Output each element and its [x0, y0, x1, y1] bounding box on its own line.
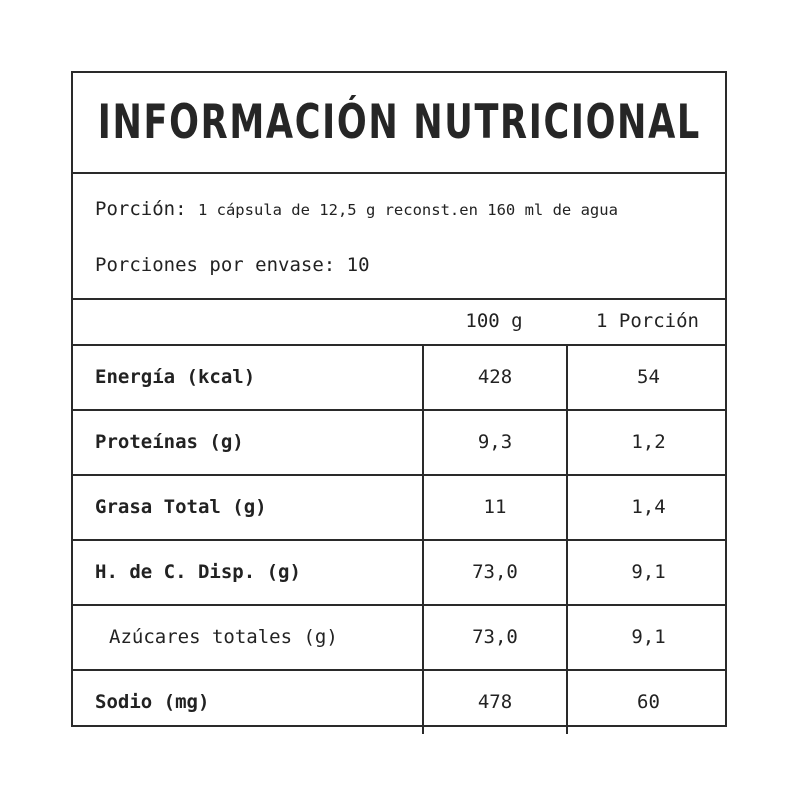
label-title: INFORMACIÓN NUTRICIONAL [97, 95, 701, 150]
serving-size-label: Porción: [95, 198, 187, 220]
nutrient-name: Energía (kcal) [95, 366, 256, 388]
serving-size-value: 1 cápsula de 12,5 g reconst.en 160 ml de… [197, 201, 618, 219]
serving-info: Porción: 1 cápsula de 12,5 g reconst.en … [73, 174, 725, 300]
value-per-100g: 428 [422, 346, 566, 409]
table-row: Azúcares totales (g) 73,0 9,1 [73, 606, 725, 671]
column-header-row: 100 g 1 Porción [73, 300, 725, 346]
table-row: Grasa Total (g) 11 1,4 [73, 476, 725, 541]
nutrient-name: Grasa Total (g) [95, 496, 267, 518]
nutrient-name: Azúcares totales (g) [109, 626, 338, 648]
nutrient-name: Sodio (mg) [95, 691, 210, 713]
serving-size-line: Porción: 1 cápsula de 12,5 g reconst.en … [95, 198, 618, 220]
nutrient-name: Proteínas (g) [95, 431, 244, 453]
servings-per-container: Porciones por envase: 10 [95, 254, 370, 276]
value-per-serving: 54 [566, 346, 729, 409]
value-per-serving: 9,1 [566, 606, 729, 669]
nutrient-name: H. de C. Disp. (g) [95, 561, 301, 583]
value-per-100g: 73,0 [422, 606, 566, 669]
table-row: Proteínas (g) 9,3 1,2 [73, 411, 725, 476]
value-per-100g: 73,0 [422, 541, 566, 604]
table-row: Sodio (mg) 478 60 [73, 671, 725, 736]
nutrition-facts-label: INFORMACIÓN NUTRICIONAL Porción: 1 cápsu… [71, 71, 727, 734]
value-per-100g: 11 [422, 476, 566, 539]
table-row: H. de C. Disp. (g) 73,0 9,1 [73, 541, 725, 606]
value-per-100g: 478 [422, 671, 566, 734]
value-per-serving: 1,2 [566, 411, 729, 474]
title-row: INFORMACIÓN NUTRICIONAL [73, 73, 725, 174]
table-row: Energía (kcal) 428 54 [73, 346, 725, 411]
column-header-per-100g: 100 g [465, 310, 523, 332]
value-per-serving: 1,4 [566, 476, 729, 539]
column-header-per-serving: 1 Porción [596, 310, 699, 332]
value-per-serving: 9,1 [566, 541, 729, 604]
value-per-serving: 60 [566, 671, 729, 734]
value-per-100g: 9,3 [422, 411, 566, 474]
